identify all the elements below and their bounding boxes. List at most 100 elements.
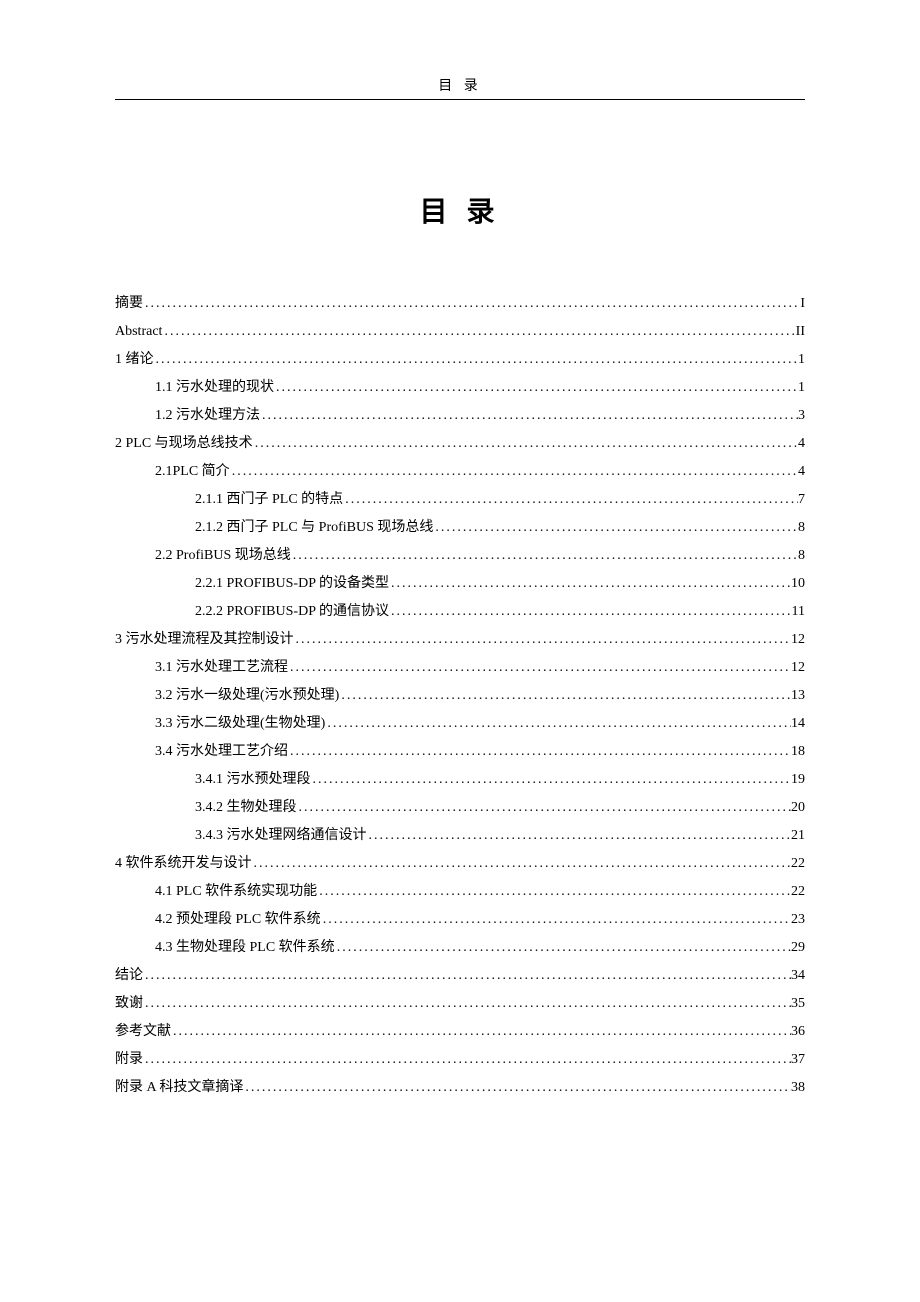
toc-entry-label: 2.2.2 PROFIBUS-DP 的通信协议: [195, 598, 389, 626]
toc-entry-page: 37: [791, 1046, 805, 1074]
toc-entry: 2.1PLC 简介 4: [115, 458, 805, 486]
toc-entry: 2.2 ProfiBUS 现场总线 8: [115, 542, 805, 570]
toc-entry-label: 3.1 污水处理工艺流程: [155, 654, 288, 682]
toc-entry: 摘要 I: [115, 290, 805, 318]
toc-entry-leader: [154, 346, 799, 374]
toc-entry-label: 3.4 污水处理工艺介绍: [155, 738, 288, 766]
toc-entry-label: 2.2 ProfiBUS 现场总线: [155, 542, 291, 570]
toc-entry: 结论 34: [115, 962, 805, 990]
toc-entry-label: 2.2.1 PROFIBUS-DP 的设备类型: [195, 570, 389, 598]
toc-entry-leader: [288, 654, 791, 682]
toc-entry-leader: [230, 458, 798, 486]
toc-entry-leader: [143, 1046, 791, 1074]
toc-entry: 3.3 污水二级处理(生物处理) 14: [115, 710, 805, 738]
toc-entry-page: 12: [791, 626, 805, 654]
toc-entry: 4.2 预处理段 PLC 软件系统23: [115, 906, 805, 934]
toc-entry-label: 3.2 污水一级处理(污水预处理): [155, 682, 339, 710]
toc-entry-page: 4: [798, 430, 805, 458]
toc-entry-page: 38: [791, 1074, 805, 1102]
toc-entry-page: 36: [791, 1018, 805, 1046]
toc-entry-leader: [143, 962, 791, 990]
toc-entry-label: 1.1 污水处理的现状: [155, 374, 274, 402]
toc-entry-label: 4.3 生物处理段 PLC 软件系统: [155, 934, 335, 962]
toc-entry-page: 8: [798, 514, 805, 542]
toc-entry-leader: [317, 878, 791, 906]
toc-entry-page: 34: [791, 962, 805, 990]
toc-entry-label: 2.1.2 西门子 PLC 与 ProfiBUS 现场总线: [195, 514, 433, 542]
toc-entry-label: 1.2 污水处理方法: [155, 402, 260, 430]
toc-entry-leader: [143, 990, 791, 1018]
toc-entry-label: Abstract: [115, 318, 162, 346]
toc-entry: 4.3 生物处理段 PLC 软件系统 29: [115, 934, 805, 962]
toc-entry-label: 2 PLC 与现场总线技术: [115, 430, 253, 458]
toc-entry-label: 2.1PLC 简介: [155, 458, 230, 486]
toc-entry-label: 1 绪论: [115, 346, 154, 374]
toc-entry: 2.1.2 西门子 PLC 与 ProfiBUS 现场总线 8: [115, 514, 805, 542]
toc-entry: 附录 A 科技文章摘译 38: [115, 1074, 805, 1102]
toc-entry-page: 11: [792, 598, 805, 626]
toc-entry: 3.2 污水一级处理(污水预处理)13: [115, 682, 805, 710]
toc-entry-label: 致谢: [115, 990, 143, 1018]
toc-entry: 参考文献36: [115, 1018, 805, 1046]
toc-entry-leader: [367, 822, 792, 850]
toc-entry-page: 8: [798, 542, 805, 570]
toc-entry-label: 附录: [115, 1046, 143, 1074]
toc-entry-leader: [253, 430, 798, 458]
toc-entry-label: 结论: [115, 962, 143, 990]
toc-entry-leader: [294, 626, 792, 654]
toc-entry-page: 19: [791, 766, 805, 794]
toc-entry-page: 7: [798, 486, 805, 514]
toc-entry-page: 20: [791, 794, 805, 822]
toc-entry-leader: [252, 850, 792, 878]
toc-entry-page: 14: [791, 710, 805, 738]
toc-entry: 3.4.1 污水预处理段 19: [115, 766, 805, 794]
toc-entry: 2 PLC 与现场总线技术 4: [115, 430, 805, 458]
toc-entry: 1 绪论1: [115, 346, 805, 374]
toc-entry: 附录 37: [115, 1046, 805, 1074]
page-header: 目 录: [115, 75, 805, 100]
toc-entry-page: 23: [791, 906, 805, 934]
toc-entry-label: 3.4.1 污水预处理段: [195, 766, 311, 794]
toc-title: 目 录: [115, 190, 805, 230]
toc-entry-page: 22: [791, 850, 805, 878]
toc-entry-page: 4: [798, 458, 805, 486]
header-rule: [115, 99, 805, 100]
toc-entry-leader: [171, 1018, 791, 1046]
toc-entry-leader: [260, 402, 798, 430]
toc-entry-label: 4 软件系统开发与设计: [115, 850, 252, 878]
toc-entry-leader: [297, 794, 792, 822]
toc-entry-page: 22: [791, 878, 805, 906]
toc-entry-leader: [335, 934, 791, 962]
toc-entry: 2.2.2 PROFIBUS-DP 的通信协议 11: [115, 598, 805, 626]
toc-entry: Abstract II: [115, 318, 805, 346]
toc-entry-label: 3.4.2 生物处理段: [195, 794, 297, 822]
toc-entry: 3.1 污水处理工艺流程 12: [115, 654, 805, 682]
toc-entry-page: 10: [791, 570, 805, 598]
toc-entry-label: 3.3 污水二级处理(生物处理): [155, 710, 325, 738]
toc-entry: 1.2 污水处理方法 3: [115, 402, 805, 430]
header-label: 目 录: [438, 79, 482, 94]
toc-entry-label: 附录 A 科技文章摘译: [115, 1074, 243, 1102]
toc-entry-page: 12: [791, 654, 805, 682]
toc-entry-leader: [321, 906, 791, 934]
toc-entry-page: I: [800, 290, 805, 318]
toc-entry: 4.1 PLC 软件系统实现功能 22: [115, 878, 805, 906]
toc-entry-page: 29: [791, 934, 805, 962]
toc-entry-leader: [389, 570, 791, 598]
toc-entry-page: 21: [791, 822, 805, 850]
toc-entry-page: II: [796, 318, 805, 346]
toc-entry: 致谢 35: [115, 990, 805, 1018]
toc-entry-label: 4.1 PLC 软件系统实现功能: [155, 878, 317, 906]
toc-entry-page: 18: [791, 738, 805, 766]
toc-entry-leader: [389, 598, 792, 626]
toc-entry-page: 3: [798, 402, 805, 430]
toc-entry-label: 摘要: [115, 290, 143, 318]
toc-entry-leader: [288, 738, 791, 766]
toc-entry: 3 污水处理流程及其控制设计12: [115, 626, 805, 654]
toc-entry-page: 1: [798, 374, 805, 402]
toc-entry: 2.1.1 西门子 PLC 的特点7: [115, 486, 805, 514]
toc-entry-leader: [343, 486, 798, 514]
toc-entry-leader: [243, 1074, 791, 1102]
toc-entry-page: 35: [791, 990, 805, 1018]
toc-entry-leader: [311, 766, 792, 794]
